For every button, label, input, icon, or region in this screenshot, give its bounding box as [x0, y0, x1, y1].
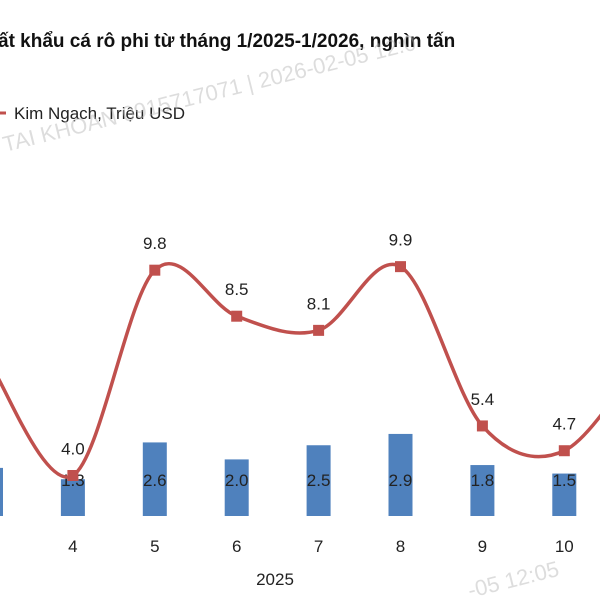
- line-path: [0, 261, 600, 479]
- x-tick-7: 7: [314, 537, 323, 556]
- line-point-6: [231, 310, 243, 322]
- x-tick-9: 9: [478, 537, 487, 556]
- bar-6: [224, 459, 249, 516]
- bar-9: [470, 465, 495, 516]
- bar-7: [306, 445, 331, 516]
- line-series: [0, 261, 600, 481]
- x-tick-4: 4: [68, 537, 77, 556]
- x-tick-6: 6: [232, 537, 241, 556]
- line-label-7: 8.1: [307, 294, 331, 313]
- legend-label: Kim Ngạch, Triệu USD: [14, 104, 185, 123]
- bar-label-8: 2.9: [389, 471, 413, 490]
- bar-label-6: 2.0: [225, 471, 249, 490]
- line-point-8: [395, 261, 406, 273]
- line-point-9: [476, 420, 488, 432]
- watermark-text-2: -05 12:05: [465, 556, 561, 600]
- line-point-5: [149, 264, 161, 276]
- bar-label-10: 1.5: [552, 471, 576, 490]
- line-point-4: [67, 470, 79, 481]
- x-tick-5: 5: [150, 537, 159, 556]
- bar-5: [142, 442, 167, 516]
- bar-series: [0, 433, 577, 516]
- line-data-labels: 14.09.88.58.19.95.44.7: [61, 231, 576, 459]
- x-tick-10: 10: [555, 537, 574, 556]
- bar-label-5: 2.6: [143, 471, 167, 490]
- bar-data-labels: 71.32.62.02.52.91.81.5: [61, 471, 576, 490]
- line-label-6: 8.5: [225, 280, 249, 299]
- chart-title: ất khẩu cá rô phi từ tháng 1/2025-1/2026…: [0, 31, 455, 52]
- bar-8: [388, 433, 413, 516]
- bar-label-7: 2.5: [307, 471, 331, 490]
- bar-label-9: 1.8: [471, 471, 495, 490]
- line-label-5: 9.8: [143, 234, 167, 253]
- line-label-4: 4.0: [61, 440, 85, 459]
- line-label-10: 4.7: [552, 415, 576, 434]
- line-label-9: 5.4: [471, 390, 495, 409]
- legend: Kim Ngạch, Triệu USD: [0, 104, 185, 123]
- line-label-8: 9.9: [389, 231, 413, 250]
- line-point-7: [313, 324, 325, 336]
- bar-3: [0, 467, 3, 516]
- x-axis-ticks: 34567891011: [68, 537, 574, 556]
- x-axis-label: 2025: [256, 570, 294, 589]
- bar-10: [552, 473, 577, 516]
- x-tick-8: 8: [396, 537, 405, 556]
- bar-4: [60, 479, 85, 516]
- line-point-10: [558, 445, 570, 457]
